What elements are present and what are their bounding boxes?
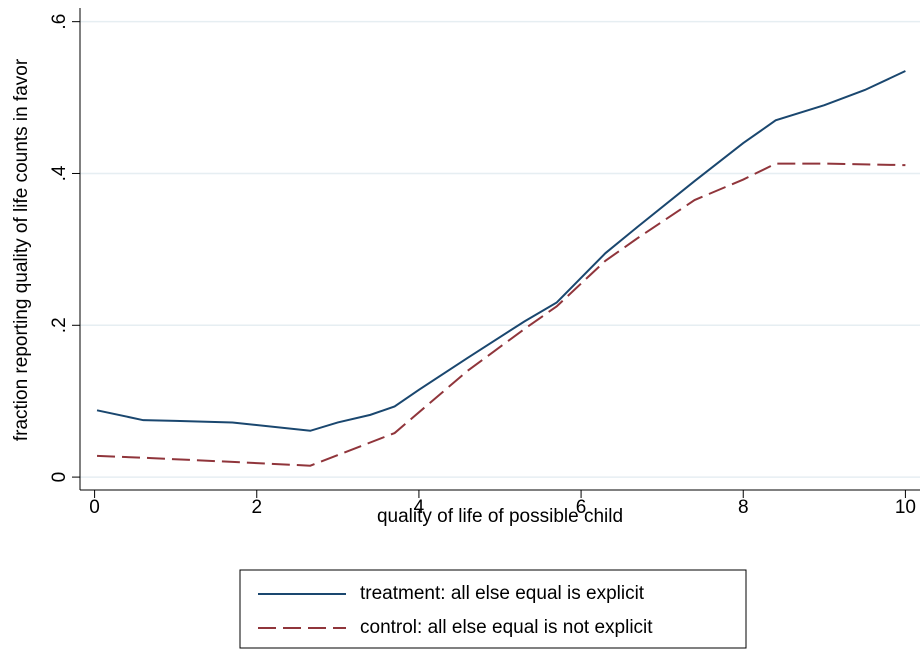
- legend-label: treatment: all else equal is explicit: [360, 583, 645, 604]
- x-tick-label: 6: [576, 497, 587, 518]
- x-tick-label: 2: [251, 497, 262, 518]
- y-tick-label: .2: [49, 317, 70, 333]
- legend-label: control: all else equal is not explicit: [360, 617, 653, 638]
- x-tick-label: 10: [895, 497, 916, 518]
- y-tick-label: .4: [49, 165, 70, 181]
- y-axis-label: fraction reporting quality of life count…: [11, 58, 32, 441]
- x-tick-label: 4: [414, 497, 425, 518]
- data-line: [96, 162, 906, 467]
- x-axis-label: quality of life of possible child: [377, 506, 623, 527]
- x-tick-label: 0: [89, 497, 100, 518]
- data-line: [96, 70, 906, 432]
- y-tick-label: .6: [49, 14, 70, 30]
- y-tick-label: 0: [49, 472, 70, 483]
- legend-box: [239, 569, 747, 649]
- x-tick-label: 8: [738, 497, 749, 518]
